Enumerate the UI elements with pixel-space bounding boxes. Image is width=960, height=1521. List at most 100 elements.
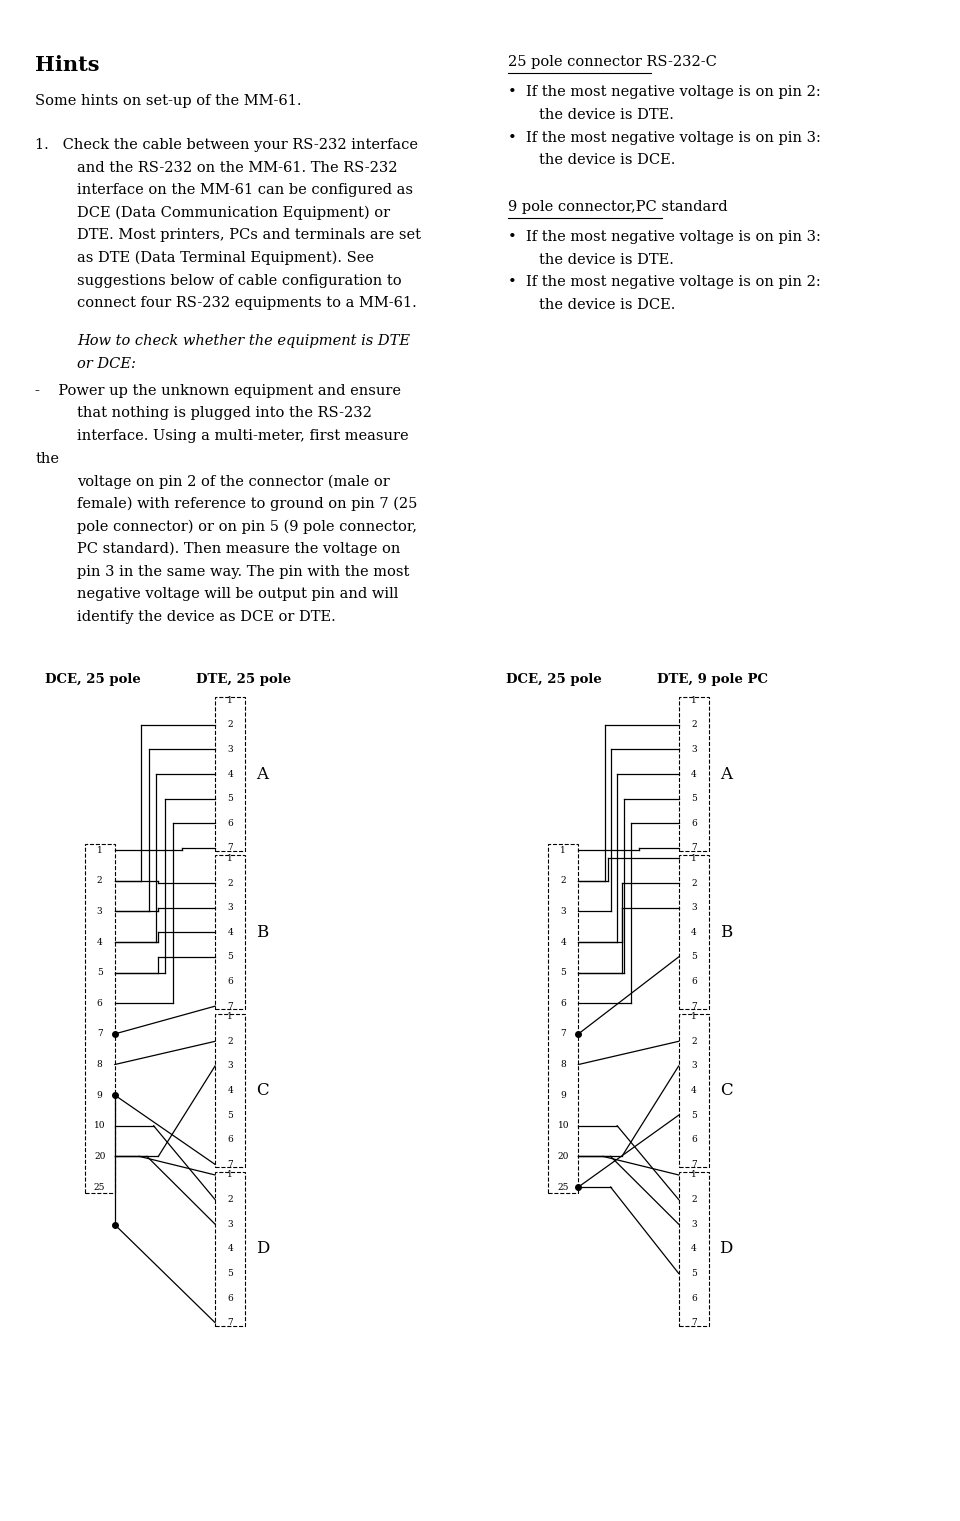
Text: 2: 2 (97, 876, 103, 885)
Text: D: D (719, 1240, 732, 1258)
Text: 9: 9 (97, 1091, 103, 1100)
Text: 1: 1 (691, 853, 697, 862)
Text: suggestions below of cable configuration to: suggestions below of cable configuration… (77, 274, 401, 287)
Text: 1: 1 (691, 1011, 697, 1021)
Text: 10: 10 (558, 1121, 569, 1130)
Text: interface. Using a multi-meter, first measure: interface. Using a multi-meter, first me… (77, 429, 409, 443)
Text: pole connector) or on pin 5 (9 pole connector,: pole connector) or on pin 5 (9 pole conn… (77, 519, 417, 534)
Text: 3: 3 (228, 903, 233, 913)
Bar (548, 844, 578, 1192)
Text: 4: 4 (691, 1086, 697, 1095)
Text: 2: 2 (228, 721, 233, 730)
Text: D: D (255, 1240, 269, 1258)
Text: the device is DCE.: the device is DCE. (539, 154, 675, 167)
Text: 2: 2 (691, 1037, 697, 1046)
Text: 1.   Check the cable between your RS-232 interface: 1. Check the cable between your RS-232 i… (36, 138, 419, 152)
Text: 5: 5 (228, 952, 233, 961)
Text: identify the device as DCE or DTE.: identify the device as DCE or DTE. (77, 610, 336, 624)
Text: pin 3 in the same way. The pin with the most: pin 3 in the same way. The pin with the … (77, 564, 409, 578)
Text: 8: 8 (561, 1060, 566, 1069)
Text: 7: 7 (228, 844, 233, 852)
Bar (215, 1013, 246, 1168)
Text: 1: 1 (228, 1011, 233, 1021)
Bar (679, 1173, 708, 1326)
Text: 3: 3 (228, 1062, 233, 1071)
Text: 25 pole connector RS-232-C: 25 pole connector RS-232-C (509, 55, 717, 68)
Text: Some hints on set-up of the MM-61.: Some hints on set-up of the MM-61. (36, 94, 301, 108)
Text: 6: 6 (691, 1135, 697, 1144)
Text: C: C (720, 1081, 732, 1100)
Text: 4: 4 (228, 928, 233, 937)
Text: the device is DTE.: the device is DTE. (539, 108, 674, 122)
Text: 6: 6 (228, 818, 233, 827)
Text: or DCE:: or DCE: (77, 356, 135, 371)
Text: 2: 2 (228, 879, 233, 888)
Text: 3: 3 (228, 745, 233, 754)
Text: 2: 2 (228, 1037, 233, 1046)
Bar (679, 697, 708, 850)
Text: 20: 20 (558, 1151, 569, 1161)
Text: 3: 3 (691, 1220, 697, 1229)
Text: 9 pole connector,PC standard: 9 pole connector,PC standard (509, 199, 728, 214)
Bar (215, 697, 246, 850)
Text: -    Power up the unknown equipment and ensure: - Power up the unknown equipment and ens… (36, 383, 401, 397)
Text: and the RS-232 on the MM-61. The RS-232: and the RS-232 on the MM-61. The RS-232 (77, 161, 397, 175)
Text: 2: 2 (691, 879, 697, 888)
Text: voltage on pin 2 of the connector (male or: voltage on pin 2 of the connector (male … (77, 475, 390, 488)
Text: the device is DTE.: the device is DTE. (539, 252, 674, 266)
Text: 3: 3 (228, 1220, 233, 1229)
Text: 10: 10 (94, 1121, 106, 1130)
Text: 5: 5 (691, 952, 697, 961)
Text: that nothing is plugged into the RS-232: that nothing is plugged into the RS-232 (77, 406, 372, 420)
Text: •  If the most negative voltage is on pin 2:: • If the most negative voltage is on pin… (509, 275, 821, 289)
Text: 4: 4 (228, 770, 233, 779)
Text: 3: 3 (561, 907, 566, 916)
Text: 4: 4 (691, 770, 697, 779)
Text: 2: 2 (228, 1196, 233, 1205)
Text: C: C (256, 1081, 269, 1100)
Text: 6: 6 (97, 999, 103, 1008)
Text: 5: 5 (691, 794, 697, 803)
Text: negative voltage will be output pin and will: negative voltage will be output pin and … (77, 587, 398, 601)
Text: 5: 5 (228, 1110, 233, 1119)
Text: •  If the most negative voltage is on pin 3:: • If the most negative voltage is on pin… (509, 131, 821, 144)
Text: 6: 6 (228, 1135, 233, 1144)
Text: A: A (720, 765, 732, 783)
Text: PC standard). Then measure the voltage on: PC standard). Then measure the voltage o… (77, 541, 400, 557)
Text: 7: 7 (97, 1030, 103, 1039)
Text: 4: 4 (228, 1244, 233, 1253)
Text: 5: 5 (228, 794, 233, 803)
Text: 5: 5 (561, 969, 566, 976)
Text: 7: 7 (691, 1002, 697, 1010)
Text: 6: 6 (691, 976, 697, 986)
Text: 1: 1 (691, 695, 697, 704)
Text: DCE (Data Communication Equipment) or: DCE (Data Communication Equipment) or (77, 205, 390, 221)
Text: 1: 1 (228, 695, 233, 704)
Bar (215, 1173, 246, 1326)
Text: female) with reference to ground on pin 7 (25: female) with reference to ground on pin … (77, 497, 418, 511)
Bar (679, 1013, 708, 1168)
Text: 6: 6 (691, 1293, 697, 1302)
Text: 7: 7 (691, 1319, 697, 1328)
Text: 3: 3 (97, 907, 103, 916)
Text: 1: 1 (228, 1171, 233, 1179)
Bar (679, 855, 708, 1008)
Text: 3: 3 (691, 1062, 697, 1071)
Text: 6: 6 (228, 976, 233, 986)
Text: 5: 5 (691, 1269, 697, 1278)
Text: 2: 2 (691, 721, 697, 730)
Text: 6: 6 (691, 818, 697, 827)
Text: B: B (256, 923, 269, 941)
Text: 4: 4 (691, 928, 697, 937)
Text: interface on the MM-61 can be configured as: interface on the MM-61 can be configured… (77, 183, 413, 198)
Text: 9: 9 (561, 1091, 566, 1100)
Text: B: B (720, 923, 732, 941)
Text: 1: 1 (691, 1171, 697, 1179)
Text: DCE, 25 pole: DCE, 25 pole (506, 674, 601, 686)
Text: Hints: Hints (36, 55, 100, 75)
Text: 4: 4 (691, 1244, 697, 1253)
Text: 4: 4 (97, 937, 103, 946)
Text: connect four RS-232 equipments to a MM-61.: connect four RS-232 equipments to a MM-6… (77, 297, 417, 310)
Text: •  If the most negative voltage is on pin 3:: • If the most negative voltage is on pin… (509, 230, 821, 243)
Text: the: the (36, 452, 60, 465)
